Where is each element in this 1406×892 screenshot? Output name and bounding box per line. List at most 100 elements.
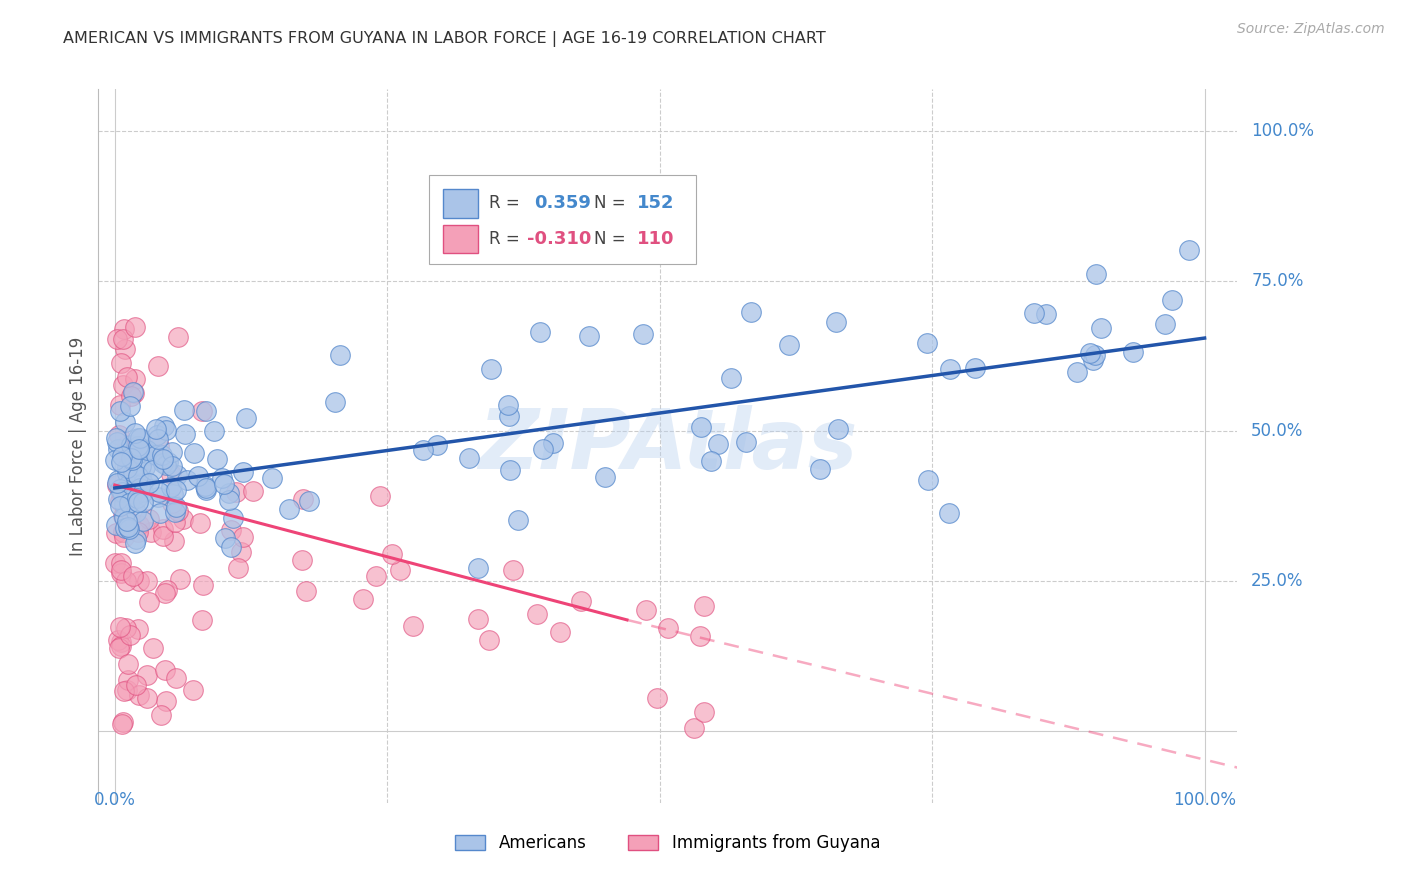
Americans — [118, 496, 141, 510]
Immigrants from Guyana — [291, 552, 314, 566]
Americans — [125, 505, 148, 519]
Text: 0.0%: 0.0% — [94, 791, 136, 809]
Americans — [700, 454, 723, 468]
Americans — [152, 452, 174, 467]
Americans — [194, 479, 217, 493]
Americans — [125, 476, 148, 491]
Americans — [499, 463, 522, 477]
Americans — [128, 482, 150, 496]
Legend: Americans, Immigrants from Guyana: Americans, Immigrants from Guyana — [449, 828, 887, 859]
Americans — [1122, 344, 1144, 359]
Immigrants from Guyana — [108, 398, 131, 412]
Immigrants from Guyana — [110, 356, 132, 370]
Immigrants from Guyana — [229, 545, 252, 559]
Americans — [107, 442, 129, 456]
Immigrants from Guyana — [191, 613, 214, 627]
Immigrants from Guyana — [115, 621, 138, 635]
Immigrants from Guyana — [117, 438, 139, 452]
Americans — [127, 431, 149, 445]
Immigrants from Guyana — [128, 518, 150, 533]
Immigrants from Guyana — [117, 514, 139, 528]
Americans — [156, 455, 179, 469]
Text: Source: ZipAtlas.com: Source: ZipAtlas.com — [1237, 22, 1385, 37]
Americans — [118, 495, 141, 509]
Americans — [122, 384, 145, 399]
Immigrants from Guyana — [115, 444, 138, 458]
Immigrants from Guyana — [107, 632, 129, 647]
Americans — [165, 504, 187, 518]
Americans — [128, 442, 150, 456]
Americans — [194, 481, 217, 495]
Immigrants from Guyana — [142, 640, 165, 655]
Americans — [145, 422, 167, 436]
Americans — [631, 326, 654, 341]
Americans — [187, 469, 209, 483]
Americans — [165, 500, 187, 514]
Americans — [778, 338, 800, 352]
Americans — [125, 532, 148, 546]
Immigrants from Guyana — [105, 332, 128, 346]
Americans — [134, 442, 156, 456]
Americans — [740, 304, 762, 318]
Immigrants from Guyana — [107, 640, 129, 655]
Americans — [146, 428, 169, 442]
Americans — [720, 370, 742, 384]
Immigrants from Guyana — [124, 440, 146, 454]
Text: AMERICAN VS IMMIGRANTS FROM GUYANA IN LABOR FORCE | AGE 16-19 CORRELATION CHART: AMERICAN VS IMMIGRANTS FROM GUYANA IN LA… — [63, 31, 825, 47]
Immigrants from Guyana — [105, 477, 128, 491]
Americans — [212, 476, 235, 491]
Immigrants from Guyana — [117, 673, 139, 687]
Immigrants from Guyana — [136, 691, 159, 706]
Immigrants from Guyana — [128, 688, 150, 702]
Immigrants from Guyana — [115, 683, 138, 698]
Immigrants from Guyana — [160, 496, 183, 510]
Immigrants from Guyana — [181, 682, 204, 697]
Americans — [136, 443, 159, 458]
Americans — [115, 461, 138, 475]
Americans — [1035, 307, 1057, 321]
Americans — [166, 468, 188, 483]
Text: R =: R = — [489, 194, 524, 212]
Americans — [1066, 365, 1088, 379]
Americans — [129, 431, 152, 445]
Americans — [108, 404, 131, 418]
Americans — [104, 517, 127, 532]
Immigrants from Guyana — [165, 671, 187, 685]
Immigrants from Guyana — [191, 404, 214, 418]
Americans — [121, 453, 143, 467]
Immigrants from Guyana — [124, 372, 146, 386]
Immigrants from Guyana — [368, 489, 391, 503]
Immigrants from Guyana — [127, 623, 149, 637]
Americans — [129, 459, 152, 474]
Americans — [162, 487, 184, 501]
Immigrants from Guyana — [295, 583, 318, 598]
Americans — [128, 441, 150, 455]
Immigrants from Guyana — [169, 572, 191, 586]
Americans — [121, 465, 143, 479]
Immigrants from Guyana — [152, 528, 174, 542]
FancyBboxPatch shape — [443, 189, 478, 218]
Immigrants from Guyana — [112, 524, 135, 539]
Americans — [529, 325, 551, 339]
Immigrants from Guyana — [108, 494, 131, 508]
Americans — [107, 491, 129, 506]
Americans — [426, 438, 449, 452]
Immigrants from Guyana — [110, 640, 132, 654]
Americans — [150, 448, 173, 462]
FancyBboxPatch shape — [443, 225, 478, 253]
Americans — [110, 483, 132, 497]
Immigrants from Guyana — [114, 342, 136, 356]
Immigrants from Guyana — [112, 714, 135, 729]
Immigrants from Guyana — [292, 492, 315, 507]
Americans — [111, 484, 134, 499]
Americans — [323, 395, 346, 409]
Americans — [232, 466, 254, 480]
Americans — [145, 449, 167, 463]
Americans — [159, 480, 181, 494]
Immigrants from Guyana — [389, 563, 412, 577]
Americans — [915, 336, 938, 351]
Americans — [1153, 318, 1175, 332]
Immigrants from Guyana — [155, 693, 177, 707]
Americans — [152, 419, 174, 434]
Immigrants from Guyana — [634, 603, 657, 617]
